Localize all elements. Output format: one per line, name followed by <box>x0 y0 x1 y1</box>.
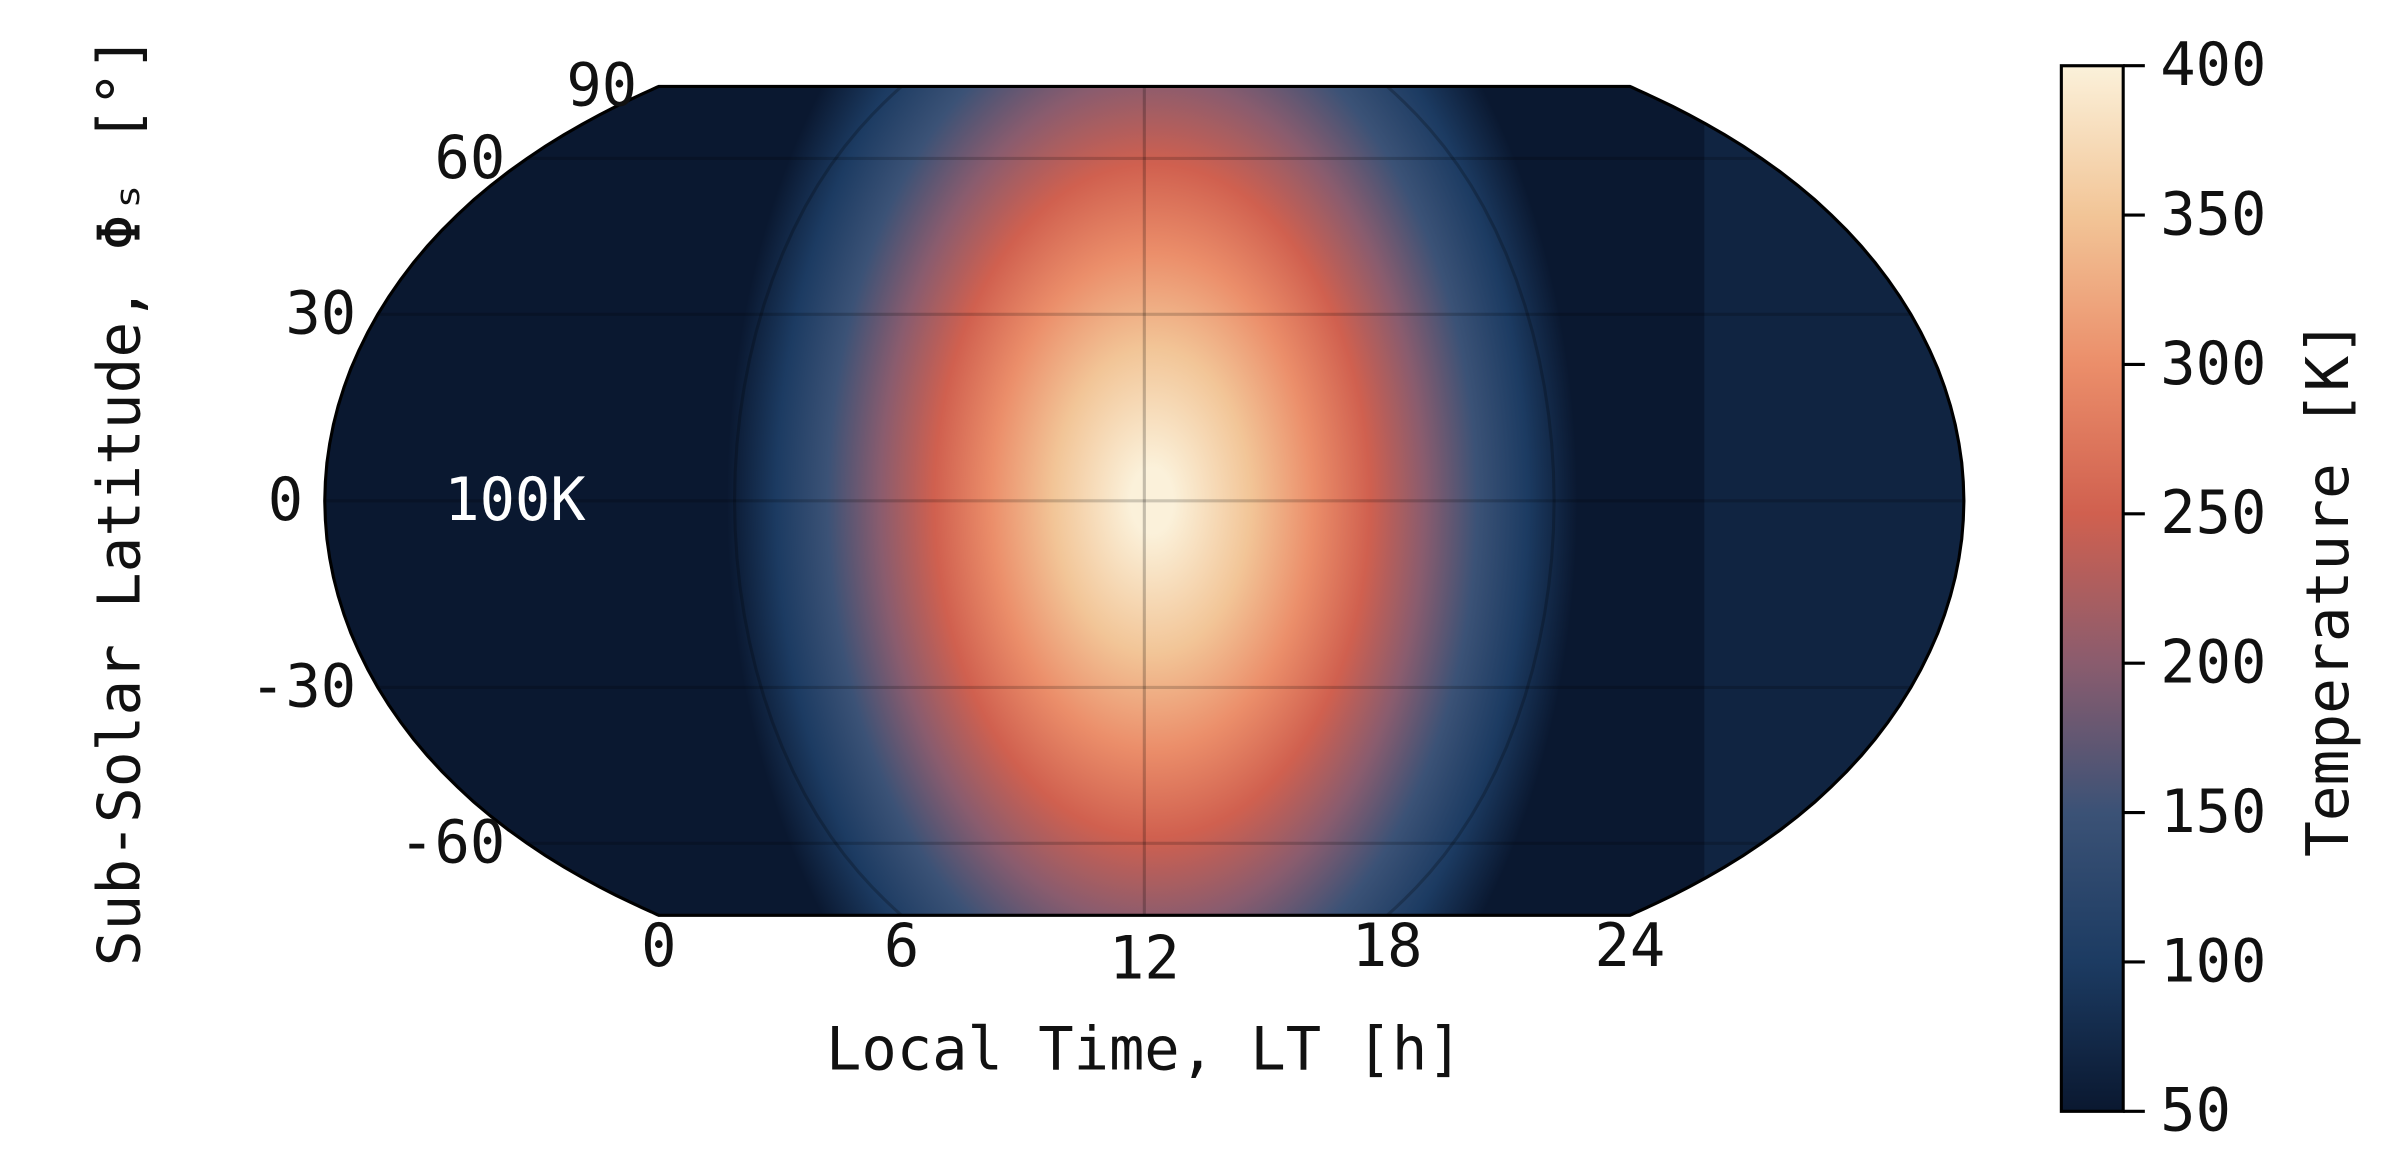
colorbar-tick-label: 250 <box>2160 478 2266 547</box>
grid-line <box>733 86 903 916</box>
x-tick-label: 24 <box>1594 911 1665 980</box>
x-tick-label: 12 <box>1109 923 1180 992</box>
y-tick-label: 0 <box>268 465 303 534</box>
y-tick-label: 30 <box>285 278 356 347</box>
grid-line <box>1386 86 1556 916</box>
map-outline <box>323 84 1966 917</box>
colorbar-tick-label: 350 <box>2160 179 2266 248</box>
colorbar <box>2059 64 2125 1113</box>
colorbar-tick-label: 150 <box>2160 777 2266 846</box>
x-tick-label: 0 <box>641 911 676 980</box>
x-tick-label: 18 <box>1352 911 1423 980</box>
colorbar-tick-label: 300 <box>2160 328 2266 397</box>
colorbar-tick-label: 200 <box>2160 627 2266 696</box>
colorbar-tick-label: 400 <box>2160 30 2266 99</box>
colorbar-tick-label: 100 <box>2160 926 2266 995</box>
y-axis-label: Sub-Solar Latitude, Φₛ [°] <box>85 35 154 966</box>
y-tick-label: -60 <box>399 807 505 876</box>
colorbar-label: Temperature [K] <box>2293 320 2362 857</box>
contour-label: 100K <box>444 465 586 534</box>
y-tick-label: 60 <box>435 122 506 191</box>
x-axis-label: Local Time, LT [h] <box>826 1014 1463 1083</box>
map <box>324 86 1964 916</box>
y-tick-label: -30 <box>250 651 356 720</box>
x-tick-label: 6 <box>884 911 919 980</box>
heatmap <box>324 86 1964 916</box>
colorbar-tick-label: 50 <box>2160 1075 2231 1144</box>
y-tick-label: 90 <box>566 50 637 119</box>
